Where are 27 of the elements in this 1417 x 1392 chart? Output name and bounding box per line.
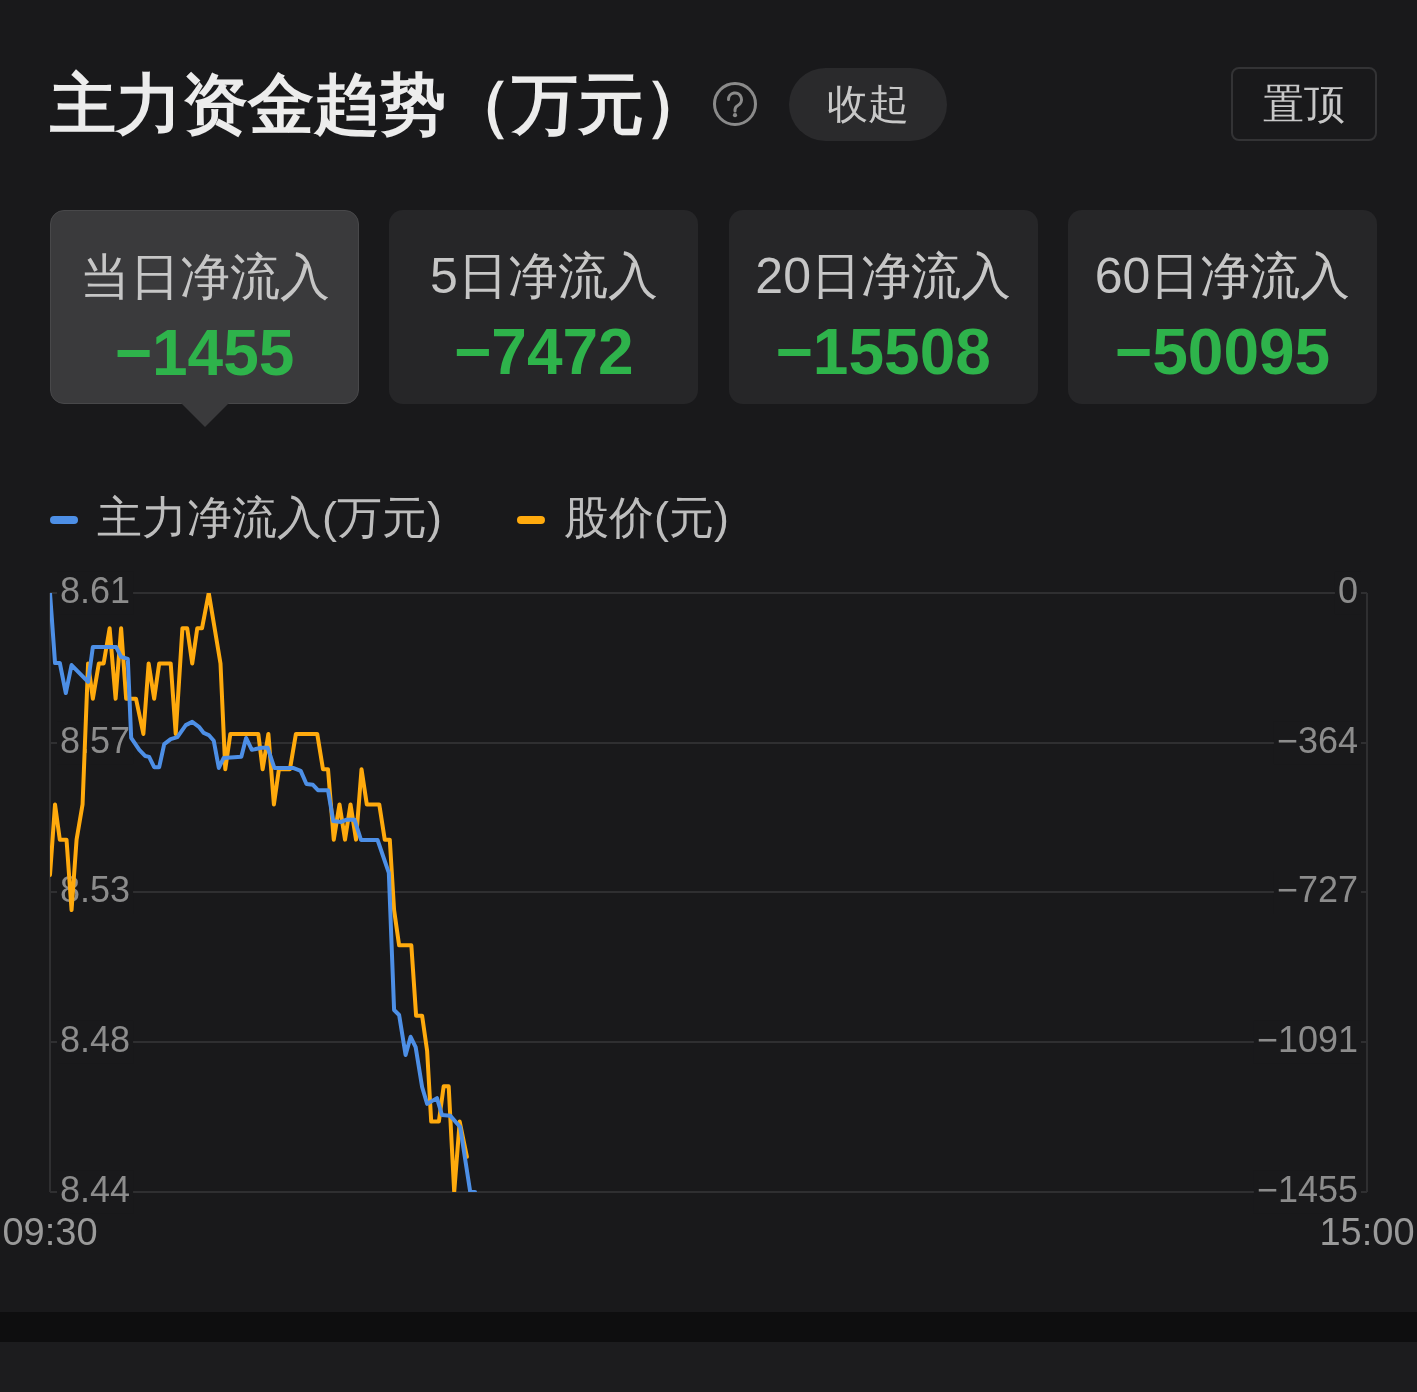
data-label: −7472: [452, 315, 635, 390]
pin-button[interactable]: 置顶: [1231, 67, 1377, 141]
data-label: −50095: [1113, 315, 1332, 390]
y-tick-label: 8.48: [60, 1019, 131, 1061]
y-tick-label: 8.61: [60, 569, 131, 611]
legend-label: 股价(元): [563, 492, 729, 544]
x-tick-label: 15:00: [1319, 1211, 1415, 1254]
collapse-button[interactable]: 收起: [789, 67, 947, 141]
x-tick-label: 09:30: [2, 1211, 98, 1254]
tab-card[interactable]: 60日净流入 −50095: [1068, 210, 1377, 404]
y-tick-label: 8.44: [60, 1168, 131, 1210]
category-label: 当日净流入: [78, 248, 331, 307]
tab-card[interactable]: 当日净流入 −1455: [50, 210, 359, 404]
legend-label: 主力净流入(万元): [97, 492, 442, 544]
y2-tick-label: −1091: [1256, 1019, 1358, 1061]
y2-tick-label: 0: [1337, 569, 1358, 611]
y2-tick-label: −364: [1276, 719, 1358, 761]
data-label: −15508: [774, 315, 992, 390]
tab-card[interactable]: 20日净流入 −15508: [728, 210, 1038, 404]
y2-tick-label: −727: [1276, 869, 1358, 911]
tab-card[interactable]: 5日净流入 −7472: [389, 210, 699, 404]
category-label: 20日净流入: [754, 247, 1012, 306]
text: 主力资金趋势（万元）: [50, 66, 710, 143]
data-label: −1455: [113, 316, 296, 391]
category-label: 5日净流入: [428, 247, 659, 306]
category-label: 60日净流入: [1093, 247, 1352, 306]
y2-tick-label: −1455: [1256, 1168, 1358, 1210]
